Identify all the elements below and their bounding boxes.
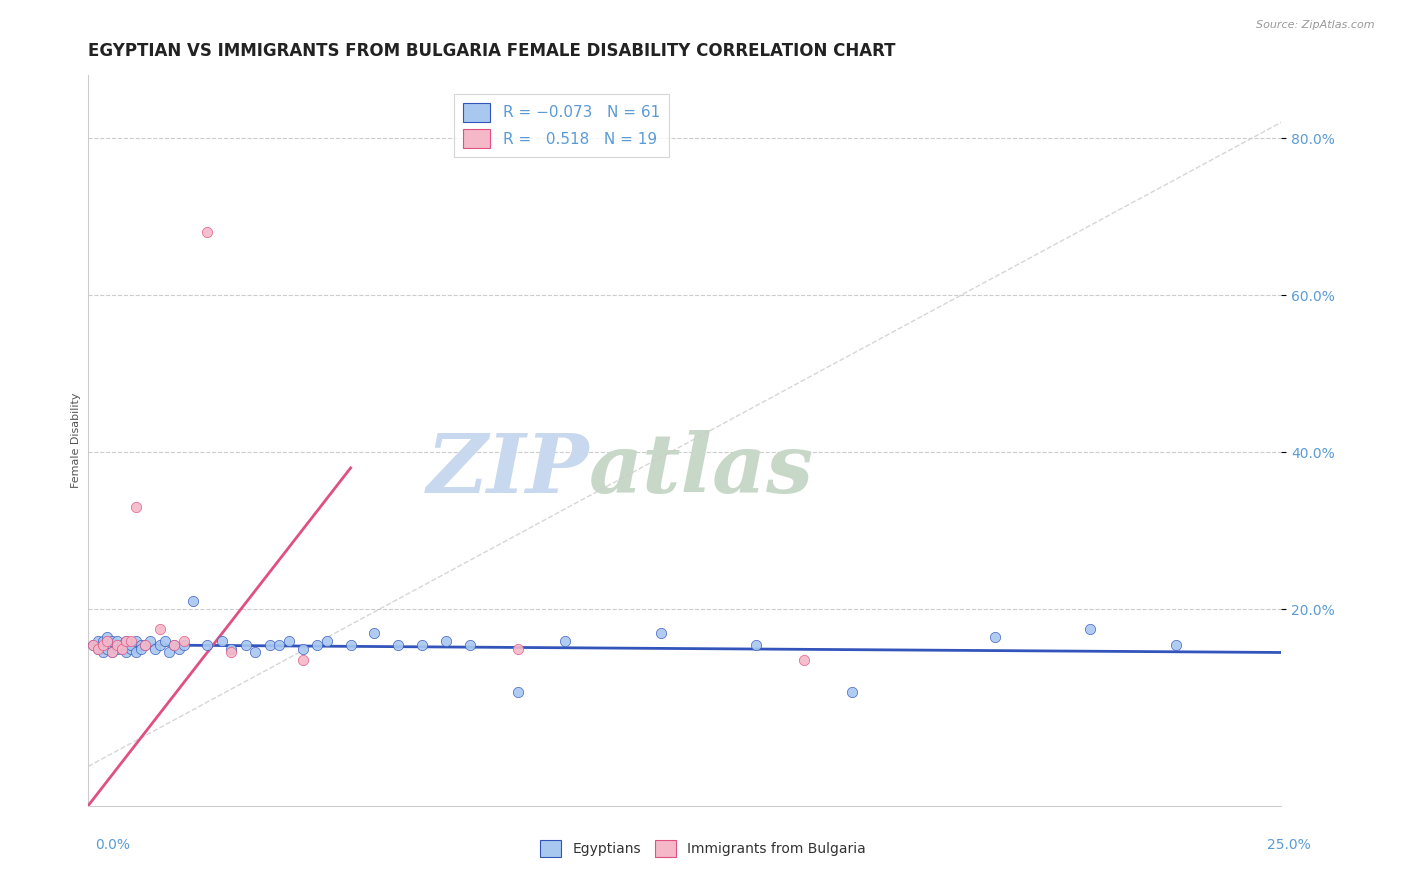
Point	[291, 641, 314, 656]
Point	[173, 633, 195, 648]
Point	[167, 641, 190, 656]
Point	[101, 645, 124, 659]
Point	[91, 633, 114, 648]
Point	[387, 638, 409, 652]
Point	[101, 645, 124, 659]
Text: 25.0%: 25.0%	[1267, 838, 1310, 853]
Point	[984, 630, 1007, 644]
Legend: Egyptians, Immigrants from Bulgaria: Egyptians, Immigrants from Bulgaria	[534, 835, 872, 863]
Point	[149, 622, 172, 636]
Point	[96, 633, 118, 648]
Point	[315, 633, 337, 648]
Point	[163, 638, 186, 652]
Legend: R = −0.073   N = 61, R =   0.518   N = 19: R = −0.073 N = 61, R = 0.518 N = 19	[454, 94, 669, 157]
Point	[143, 641, 166, 656]
Point	[115, 638, 138, 652]
Point	[506, 641, 529, 656]
Point	[129, 641, 152, 656]
Point	[1166, 638, 1188, 652]
Point	[235, 638, 257, 652]
Point	[101, 633, 124, 648]
Point	[105, 633, 128, 648]
Point	[101, 638, 124, 652]
Point	[115, 645, 138, 659]
Point	[105, 638, 128, 652]
Point	[91, 638, 114, 652]
Point	[110, 641, 132, 656]
Point	[221, 645, 243, 659]
Point	[221, 641, 243, 656]
Point	[134, 638, 156, 652]
Point	[267, 638, 290, 652]
Point	[153, 633, 176, 648]
Point	[87, 641, 110, 656]
Point	[650, 625, 672, 640]
Point	[91, 638, 114, 652]
Point	[841, 685, 863, 699]
Point	[115, 633, 138, 648]
Point	[745, 638, 768, 652]
Point	[96, 641, 118, 656]
Point	[307, 638, 329, 652]
Point	[125, 645, 148, 659]
Text: atlas: atlas	[589, 430, 814, 509]
Y-axis label: Female Disability: Female Disability	[72, 392, 82, 488]
Point	[211, 633, 233, 648]
Point	[339, 638, 361, 652]
Point	[125, 500, 148, 515]
Text: 0.0%: 0.0%	[96, 838, 131, 853]
Point	[291, 653, 314, 667]
Point	[157, 645, 180, 659]
Point	[197, 638, 219, 652]
Point	[197, 225, 219, 239]
Point	[96, 638, 118, 652]
Point	[87, 641, 110, 656]
Point	[139, 633, 162, 648]
Point	[458, 638, 481, 652]
Point	[96, 630, 118, 644]
Point	[110, 638, 132, 652]
Point	[554, 633, 576, 648]
Point	[259, 638, 281, 652]
Point	[125, 633, 148, 648]
Point	[245, 645, 267, 659]
Point	[91, 645, 114, 659]
Point	[363, 625, 385, 640]
Point	[87, 633, 110, 648]
Point	[82, 638, 104, 652]
Point	[411, 638, 433, 652]
Point	[115, 633, 138, 648]
Point	[506, 685, 529, 699]
Point	[105, 638, 128, 652]
Point	[120, 638, 142, 652]
Point	[181, 594, 204, 608]
Point	[120, 641, 142, 656]
Point	[149, 638, 172, 652]
Point	[129, 638, 152, 652]
Point	[120, 633, 142, 648]
Point	[134, 638, 156, 652]
Point	[163, 638, 186, 652]
Text: ZIP: ZIP	[426, 430, 589, 509]
Point	[110, 641, 132, 656]
Point	[1078, 622, 1101, 636]
Point	[793, 653, 815, 667]
Point	[82, 638, 104, 652]
Text: Source: ZipAtlas.com: Source: ZipAtlas.com	[1257, 20, 1375, 29]
Text: EGYPTIAN VS IMMIGRANTS FROM BULGARIA FEMALE DISABILITY CORRELATION CHART: EGYPTIAN VS IMMIGRANTS FROM BULGARIA FEM…	[89, 42, 896, 60]
Point	[173, 638, 195, 652]
Point	[434, 633, 457, 648]
Point	[277, 633, 299, 648]
Point	[105, 641, 128, 656]
